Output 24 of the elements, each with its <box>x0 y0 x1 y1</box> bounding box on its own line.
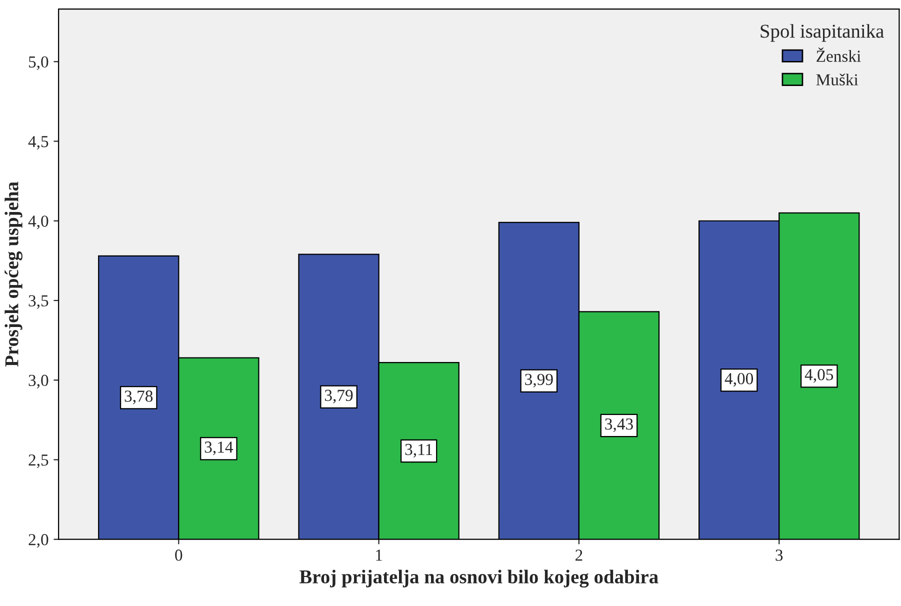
data-label: 3,78 <box>124 390 153 404</box>
legend-title: Spol isapitanika <box>760 24 884 42</box>
data-label: 3,11 <box>405 444 432 458</box>
x-axis-title: Broj prijatelja na osnovi bilo kojeg odabira <box>300 570 658 588</box>
legend-label: Muški <box>816 74 858 86</box>
y-tick-label: 2,0 <box>28 534 48 548</box>
y-tick-label: 3,0 <box>28 374 48 388</box>
legend-label: Ženski <box>816 47 861 62</box>
y-tick-label: 4,5 <box>28 136 48 150</box>
x-tick-label: 1 <box>376 550 382 561</box>
y-tick-label: 3,5 <box>28 295 48 309</box>
data-label: 3,99 <box>525 374 553 388</box>
data-label: 3,43 <box>605 418 633 432</box>
data-label: 4,00 <box>724 373 754 387</box>
data-label: 4,05 <box>804 369 834 383</box>
y-tick-label: 4,0 <box>28 216 48 230</box>
x-tick-label: 0 <box>175 550 182 561</box>
y-tick-label: 2,5 <box>28 454 48 468</box>
y-axis-title: Prosjek općeg uspjeha <box>4 182 22 367</box>
data-label: 3,14 <box>204 442 234 456</box>
x-tick-label: 3 <box>776 550 783 561</box>
x-tick-label: 2 <box>576 550 582 561</box>
data-label: 3,79 <box>324 390 353 404</box>
y-tick-label: 5,0 <box>28 56 48 70</box>
